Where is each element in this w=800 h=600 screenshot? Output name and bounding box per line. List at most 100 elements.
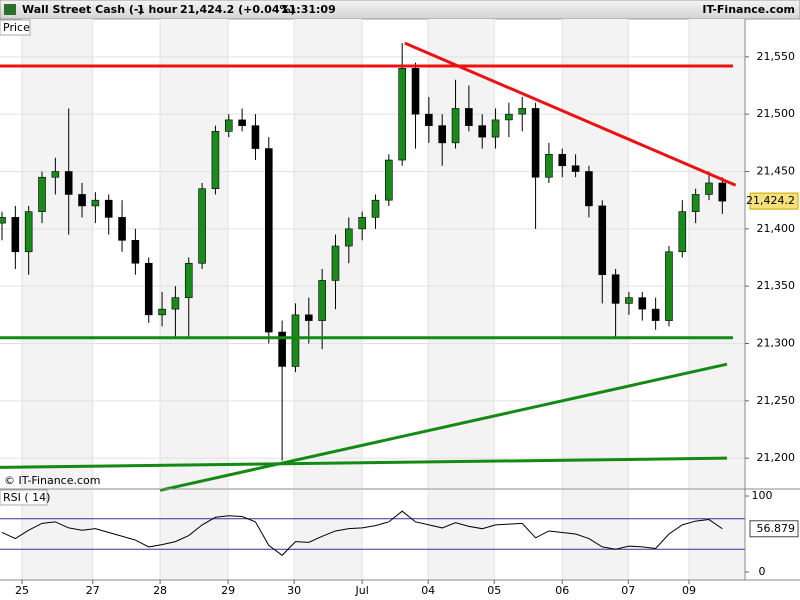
candle-body <box>651 308 660 321</box>
time: 11:31:09 <box>281 3 336 16</box>
x-tick-label: 27 <box>86 584 100 597</box>
candle-body <box>158 308 166 316</box>
candle-body <box>411 68 420 115</box>
candle-body <box>558 154 567 167</box>
candle-body <box>0 217 6 224</box>
day-band <box>428 490 495 580</box>
day-band <box>294 19 363 488</box>
last-value-label: 56.879 <box>757 522 796 535</box>
candle-body <box>38 176 46 212</box>
y-tick-label: 21,500 <box>757 107 796 120</box>
candle-body <box>398 68 406 161</box>
day-band <box>160 490 229 580</box>
candle-body <box>665 251 673 321</box>
candle-body <box>371 199 380 218</box>
candle-body <box>331 245 340 281</box>
watermark: © IT-Finance.com <box>4 474 101 487</box>
x-tick-label: 04 <box>421 584 435 597</box>
panel-label: RSI ( 14) <box>3 491 50 504</box>
panel-tab <box>0 19 31 36</box>
candle-body <box>678 211 687 253</box>
candle-body <box>104 199 113 218</box>
candle-body <box>438 125 446 144</box>
x-tick-label: 30 <box>287 584 301 597</box>
last-price-label: 21,424.2 <box>746 194 795 207</box>
candle-body <box>545 154 553 178</box>
candle-body <box>451 108 460 144</box>
candle-body <box>465 108 473 126</box>
day-band <box>294 490 363 580</box>
candle-body <box>224 119 233 132</box>
candle-body <box>78 194 86 207</box>
y-tick-label: 21,350 <box>757 279 796 292</box>
candle-body <box>611 274 620 304</box>
day-band <box>428 19 495 488</box>
candle-body <box>705 182 713 195</box>
y-tick-label: 21,200 <box>757 451 796 464</box>
rsi-line <box>1 510 723 556</box>
day-band <box>160 19 229 488</box>
candle-body <box>385 159 393 201</box>
candle-body <box>691 194 700 212</box>
candle-body <box>278 331 286 367</box>
candle-body <box>24 211 33 253</box>
candle-body <box>64 171 73 195</box>
x-tick-label: 09 <box>682 584 696 597</box>
candle-body <box>491 119 500 138</box>
candle-body <box>238 119 246 126</box>
symbol: Wall Street Cash (-) <box>22 3 143 16</box>
candle-body <box>531 108 540 178</box>
day-band <box>22 19 93 488</box>
candle-body <box>505 113 513 121</box>
day-band <box>688 490 745 580</box>
candle-body <box>144 262 153 316</box>
trend-line <box>159 362 728 492</box>
candle-body <box>718 182 727 202</box>
y-tick-label: 21,250 <box>757 394 796 407</box>
candle-body <box>478 125 487 138</box>
candle-body <box>305 314 313 321</box>
day-band <box>562 490 629 580</box>
candle-body <box>131 240 140 264</box>
y-tick-label: 0 <box>759 565 766 578</box>
candle-body <box>11 217 20 253</box>
x-tick-label: 06 <box>555 584 569 597</box>
candle-body <box>571 165 580 172</box>
x-tick-label: 29 <box>221 584 235 597</box>
candle-body <box>518 108 527 115</box>
trend-line <box>404 41 737 187</box>
y-tick-label: 21,450 <box>757 165 796 178</box>
candle-body <box>91 199 100 207</box>
candle-body <box>198 188 206 264</box>
candle-body <box>318 280 326 321</box>
x-tick-label: 05 <box>487 584 501 597</box>
candle-body <box>291 314 300 367</box>
day-band <box>688 19 745 488</box>
candle-body <box>598 205 607 276</box>
candle-body <box>585 171 593 207</box>
panel-label: Price <box>3 21 30 34</box>
x-tick-label: 28 <box>153 584 167 597</box>
quote: 21,424.2 (+0.04%) <box>180 3 296 16</box>
candle-body <box>638 297 647 310</box>
header-bar <box>0 0 800 20</box>
candle-body <box>625 297 633 304</box>
day-band <box>562 19 629 488</box>
interval: 1 hour <box>137 3 178 16</box>
y-tick-label: 21,550 <box>757 50 796 63</box>
logo-icon <box>4 4 16 15</box>
candle-body <box>345 228 353 247</box>
candle-body <box>264 148 273 333</box>
panel-tab <box>0 489 48 506</box>
candle-body <box>358 217 366 230</box>
last-price-box <box>749 192 799 210</box>
candle-body <box>251 125 260 149</box>
y-tick-label: 21,400 <box>757 222 796 235</box>
candle-body <box>425 113 433 126</box>
y-tick-label: 100 <box>752 489 773 502</box>
x-tick-label: 07 <box>621 584 635 597</box>
x-tick-label: 25 <box>15 584 29 597</box>
site: IT-Finance.com <box>702 3 795 16</box>
trend-line <box>0 456 728 469</box>
